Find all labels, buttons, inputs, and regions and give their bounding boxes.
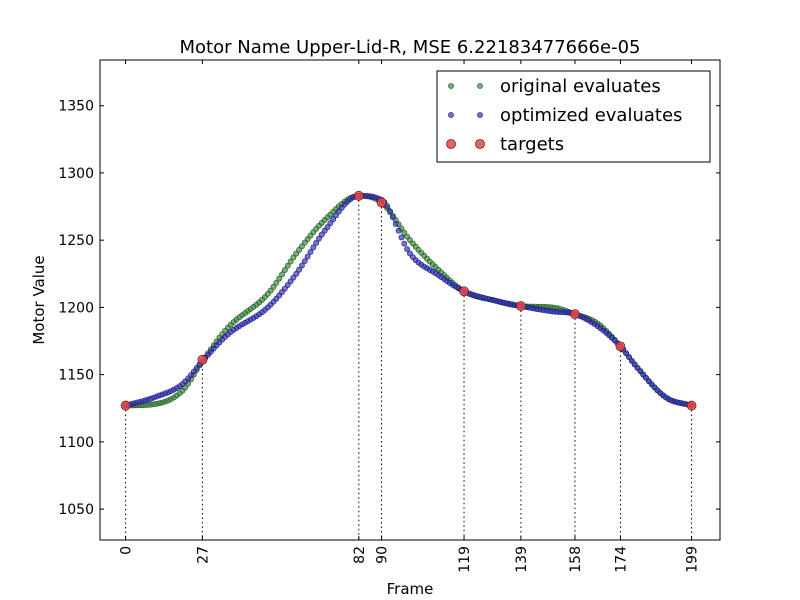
optimized-point (401, 240, 408, 247)
optimized-point (304, 253, 311, 260)
original-point (270, 283, 277, 290)
legend-item-original: original evaluates (448, 76, 661, 97)
target-point (516, 301, 526, 311)
optimized-point (293, 270, 300, 277)
legend-marker-optimized-2 (477, 112, 483, 118)
x-tick-label: 90 (375, 546, 391, 564)
y-tick-label: 1200 (58, 300, 94, 316)
original-point (276, 275, 283, 282)
optimized-point (327, 220, 334, 227)
x-tick-label: 199 (685, 546, 701, 573)
optimized-point (316, 235, 322, 242)
legend-label-original: original evaluates (500, 76, 661, 97)
y-tick-label: 1300 (58, 166, 94, 182)
y-tick-label: 1150 (58, 368, 94, 384)
legend: original evaluates optimized evaluates t… (436, 70, 711, 163)
target-point (376, 197, 387, 208)
optimized-point (333, 212, 339, 219)
optimized-point (390, 214, 396, 221)
optimized-point (387, 208, 393, 215)
x-tick-label: 0 (119, 546, 135, 555)
target-drop-lines (125, 195, 693, 540)
optimized-point (395, 227, 402, 234)
target-point (353, 190, 364, 201)
legend-marker-original-1 (448, 83, 454, 89)
legend-label-targets: targets (500, 134, 564, 155)
targets-series (120, 190, 697, 411)
legend-marker-optimized-1 (448, 112, 454, 118)
optimized-point (307, 249, 314, 255)
optimized-point (392, 221, 399, 227)
legend-item-optimized: optimized evaluates (448, 105, 682, 126)
legend-label-optimized: optimized evaluates (500, 105, 682, 126)
original-point (287, 258, 294, 265)
legend-marker-original-2 (477, 83, 483, 89)
original-point (401, 229, 408, 236)
target-point (686, 400, 697, 411)
target-point (615, 341, 626, 352)
y-tick-label: 1250 (58, 233, 94, 249)
optimized-point (313, 240, 320, 246)
optimized-point (299, 262, 305, 269)
optimized-point (301, 258, 308, 265)
y-tick-label: 1050 (58, 502, 94, 518)
optimized-point (324, 224, 331, 230)
x-tick-label: 27 (195, 546, 211, 564)
x-axis-label: Frame (387, 580, 434, 598)
target-point (570, 309, 580, 320)
original-point (281, 267, 288, 273)
legend-marker-targets-2 (475, 139, 485, 149)
optimized-point (310, 244, 317, 251)
y-tick-label: 1100 (58, 435, 94, 451)
target-point (459, 286, 469, 297)
original-point (290, 254, 297, 261)
optimized-point (626, 354, 632, 360)
optimized-point (623, 350, 630, 357)
y-axis-label: Motor Value (30, 255, 48, 344)
x-tick-label: 119 (457, 546, 473, 573)
optimized-point (404, 246, 411, 253)
chart-title: Motor Name Upper-Lid-R, MSE 6.2218347766… (180, 37, 641, 58)
y-tick-label: 1350 (58, 99, 94, 115)
x-tick-label: 139 (514, 546, 530, 573)
target-point (197, 354, 208, 365)
target-point (120, 400, 131, 411)
legend-marker-targets-1 (446, 139, 456, 149)
optimized-point (318, 231, 325, 238)
x-tick-label: 174 (613, 546, 629, 573)
optimized-point (296, 266, 302, 273)
original-point (284, 262, 291, 269)
y-axis: 1050 1100 1150 1200 1250 1300 1350 (58, 99, 720, 518)
x-tick-label: 82 (352, 546, 368, 564)
x-tick-label: 158 (568, 546, 584, 573)
optimized-point (290, 274, 297, 281)
optimized-point (330, 216, 337, 223)
x-axis: 0 27 82 90 119 139 158 174 199 (119, 60, 701, 573)
optimized-point (398, 234, 405, 241)
original-point (273, 279, 280, 286)
legend-item-targets: targets (446, 134, 564, 155)
original-point (279, 271, 285, 278)
